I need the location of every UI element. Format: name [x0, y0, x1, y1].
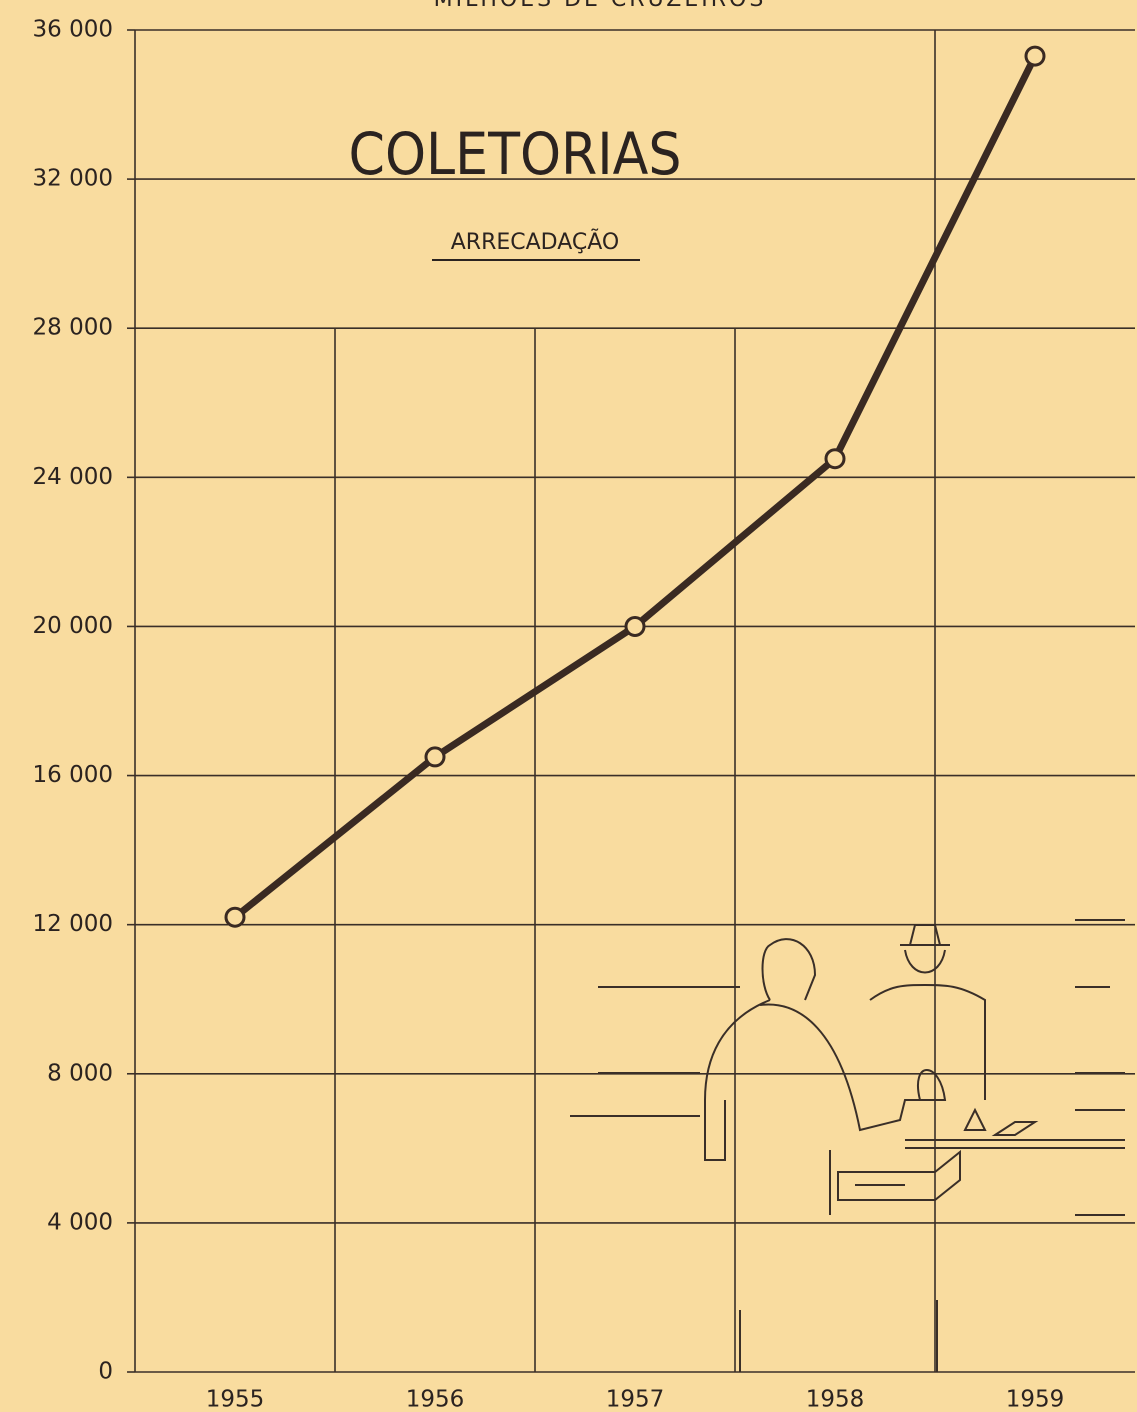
- x-tick-label: 1958: [806, 1387, 865, 1412]
- data-point: [226, 908, 244, 926]
- y-tick-label: 12 000: [33, 911, 113, 937]
- data-point: [826, 450, 844, 468]
- y-tick-label: 0: [98, 1359, 113, 1385]
- data-point: [426, 748, 444, 766]
- x-tick-label: 1957: [606, 1387, 665, 1412]
- data-point: [1026, 47, 1044, 65]
- x-tick-label: 1959: [1006, 1387, 1065, 1412]
- chart: MILHÕES DE CRUZEIROS COLETORIAS ARRECADA…: [0, 0, 1137, 1412]
- y-tick-label: 8 000: [47, 1060, 113, 1086]
- unit-label: MILHÕES DE CRUZEIROS: [434, 0, 767, 12]
- y-tick-label: 28 000: [33, 315, 113, 341]
- y-tick-label: 20 000: [33, 613, 113, 639]
- y-tick-label: 16 000: [33, 762, 113, 788]
- chart-subtitle: ARRECADAÇÃO: [451, 228, 620, 255]
- data-point: [626, 617, 644, 635]
- page: MILHÕES DE CRUZEIROS COLETORIAS ARRECADA…: [0, 0, 1137, 1412]
- background: [0, 0, 1137, 1412]
- y-tick-label: 4 000: [47, 1209, 113, 1235]
- y-tick-label: 36 000: [33, 17, 113, 43]
- x-tick-label: 1956: [406, 1387, 465, 1412]
- y-tick-label: 24 000: [33, 464, 113, 490]
- x-tick-label: 1955: [206, 1387, 265, 1412]
- y-tick-label: 32 000: [33, 166, 113, 192]
- chart-title: COLETORIAS: [349, 120, 682, 188]
